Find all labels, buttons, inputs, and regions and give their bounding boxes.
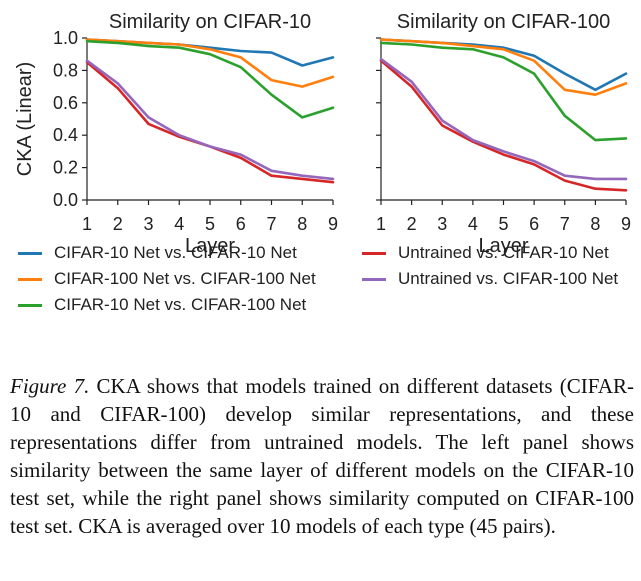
y-tick-label-2: 0.4 [53, 125, 78, 145]
y-tick-label-1: 0.2 [53, 158, 78, 178]
chart-panel-2: Similarity on CIFAR-100 1 2 3 4 5 6 7 8 9 Layer [376, 11, 631, 257]
legend-label-untrained-c10: Untrained vs. CIFAR-10 Net [398, 243, 609, 262]
chart-panel-1: Similarity on CIFAR-101 2 3 4 5 6 7 8 90.00.20.4… [14, 11, 338, 257]
caption-text: CKA shows that models trained on differe… [10, 374, 634, 538]
legend-item-untrained-c10: Untrained vs. CIFAR-10 Net [362, 243, 609, 263]
legend-swatch-c10-c100 [18, 303, 42, 307]
x-tick-label-2-5: 5 [498, 214, 508, 234]
x-tick-label-2-4: 4 [468, 214, 478, 234]
legend-label-c10-c10: CIFAR-10 Net vs. CIFAR-10 Net [54, 243, 297, 262]
series-line-1-4 [85, 60, 335, 184]
legend-swatch-c100-c100 [18, 277, 42, 281]
chart-title-2: Similarity on CIFAR-100 [397, 11, 610, 33]
figure-panels: Similarity on CIFAR-101 2 3 4 5 6 7 8 90.00.20.4… [14, 11, 631, 257]
y-tick-label-5: 1.0 [53, 28, 78, 48]
x-tick-label-2-6: 6 [529, 214, 539, 234]
y-tick-label-3: 0.6 [53, 93, 78, 113]
caption-figure-label: Figure 7. [10, 374, 90, 398]
series-line-2-2 [379, 38, 628, 96]
series-line-2-5 [379, 57, 628, 181]
x-axis-label-1: Layer [185, 235, 235, 257]
x-tick-label-1-8: 8 [297, 214, 307, 234]
x-tick-label-1-9: 9 [328, 214, 338, 234]
series-line-1-3 [85, 39, 335, 119]
chart-title-1: Similarity on CIFAR-10 [109, 11, 311, 33]
x-tick-label-1-1: 1 [82, 214, 92, 234]
legend-item-c10-c100: CIFAR-10 Net vs. CIFAR-100 Net [18, 295, 306, 315]
legend-swatch-c10-c10 [18, 251, 42, 255]
x-tick-label-1-2: 2 [113, 214, 123, 234]
figure-caption: Figure 7. CKA shows that models trained … [10, 372, 634, 540]
legend-label-c10-c100: CIFAR-10 Net vs. CIFAR-100 Net [54, 295, 307, 314]
legend: CIFAR-10 Net vs. CIFAR-10 Net CIFAR-100 … [0, 240, 641, 340]
x-tick-label-2-2: 2 [407, 214, 417, 234]
legend-item-c10-c10: CIFAR-10 Net vs. CIFAR-10 Net [18, 243, 297, 263]
x-tick-label-2-8: 8 [590, 214, 600, 234]
x-tick-label-2-7: 7 [560, 214, 570, 234]
y-tick-label-0: 0.0 [53, 190, 78, 210]
x-tick-label-2-9: 9 [621, 214, 631, 234]
legend-item-c100-c100: CIFAR-100 Net vs. CIFAR-100 Net [18, 269, 316, 289]
legend-label-untrained-c100: Untrained vs. CIFAR-100 Net [398, 269, 619, 288]
x-tick-label-1-4: 4 [174, 214, 184, 234]
x-tick-label-1-6: 6 [236, 214, 246, 234]
x-axis-label-2: Layer [478, 235, 528, 257]
legend-label-c100-c100: CIFAR-100 Net vs. CIFAR-100 Net [54, 269, 316, 288]
legend-item-untrained-c100: Untrained vs. CIFAR-100 Net [362, 269, 618, 289]
legend-swatch-untrained-c100 [362, 277, 386, 281]
x-tick-label-1-5: 5 [205, 214, 215, 234]
series-line-1-2 [85, 38, 335, 88]
x-tick-label-1-3: 3 [143, 214, 153, 234]
series-line-1-5 [85, 59, 335, 181]
legend-swatch-untrained-c10 [362, 251, 386, 255]
x-tick-label-2-1: 1 [376, 214, 386, 234]
x-tick-label-1-7: 7 [266, 214, 276, 234]
series-line-2-3 [379, 41, 628, 142]
y-axis-label: CKA (Linear) [14, 62, 36, 177]
y-tick-label-4: 0.8 [53, 60, 78, 80]
x-tick-label-2-3: 3 [437, 214, 447, 234]
series-line-2-4 [379, 59, 628, 192]
series-line-2-1 [379, 38, 628, 92]
